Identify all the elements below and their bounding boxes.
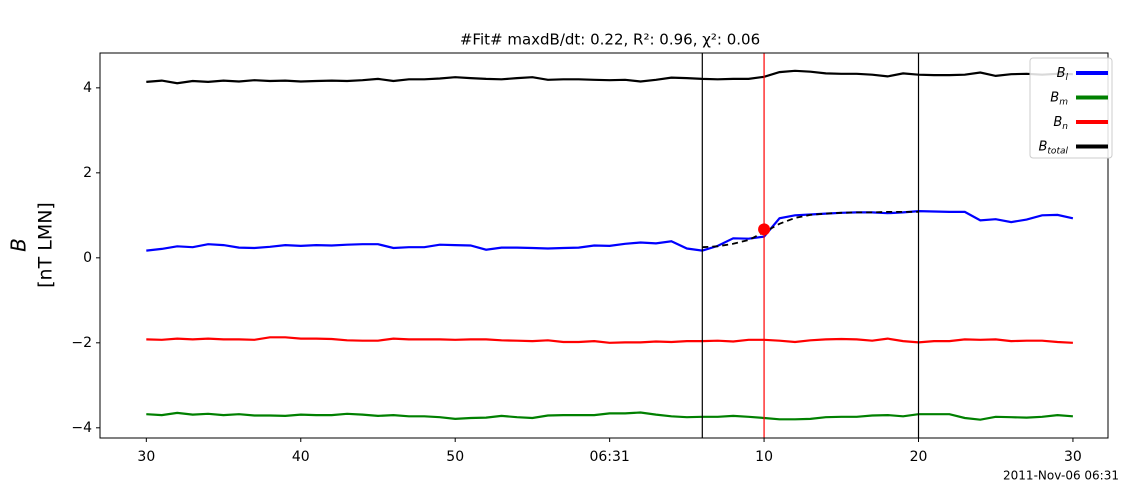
legend-label-sub: l (1065, 73, 1068, 83)
series-line (146, 411, 1073, 421)
series-line (146, 209, 1074, 252)
y-tick-label: 4 (83, 80, 92, 96)
y-tick-label: 2 (83, 165, 92, 181)
legend-label: Btotal (1038, 139, 1068, 156)
y-axis-label: B (7, 238, 31, 252)
x-tick-label: 30 (1064, 449, 1082, 465)
x-tick-label: 40 (292, 449, 310, 465)
y-tick-label: −4 (71, 420, 92, 436)
plot-frame (99, 52, 1109, 439)
annotation: 2011-Nov-06 06:31 (1003, 469, 1119, 483)
y-axis-label: [nT LMN] (35, 202, 57, 288)
legend-label: Bl (1057, 66, 1069, 83)
legend-label-base: B (1038, 139, 1047, 154)
chart-title: #Fit# maxdB/dt: 0.22, R²: 0.96, χ²: 0.06 (460, 31, 760, 49)
legend-label-base: B (1053, 115, 1062, 130)
legend-label-sub: m (1059, 97, 1068, 107)
y-tick-label: 0 (83, 250, 92, 266)
series-line (146, 69, 1073, 85)
x-tick-label: 06:31 (589, 449, 629, 465)
x-tick-label: 50 (446, 449, 464, 465)
fit-point (758, 223, 771, 236)
x-tick-label: 20 (910, 449, 928, 465)
y-tick-label: −2 (71, 335, 92, 351)
legend-label-sub: total (1047, 146, 1068, 156)
series-line (146, 336, 1073, 344)
x-tick-label: 30 (137, 449, 155, 465)
legend-box (1029, 57, 1113, 159)
legend-label-sub: n (1062, 122, 1068, 132)
legend-label-base: B (1050, 90, 1059, 105)
fit-line (702, 211, 919, 249)
x-tick-label: 10 (755, 449, 773, 465)
legend-label-base: B (1057, 66, 1066, 81)
legend-label: Bm (1050, 90, 1068, 107)
legend-label: Bn (1053, 115, 1068, 132)
